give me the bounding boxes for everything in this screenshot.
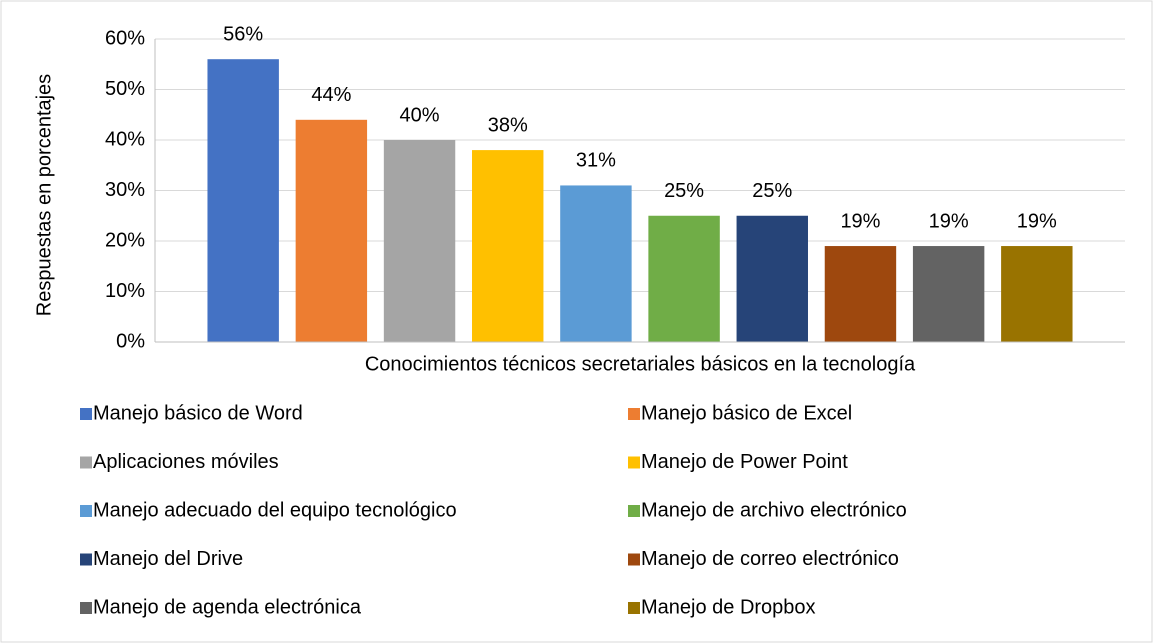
data-label: 25% — [752, 180, 792, 202]
legend-label: Manejo básico de Excel — [641, 402, 852, 424]
y-tick-label: 30% — [105, 179, 145, 201]
data-label: 44% — [311, 84, 351, 106]
legend-label: Manejo de archivo electrónico — [641, 499, 907, 521]
y-tick-label: 0% — [116, 330, 145, 352]
data-label: 25% — [664, 180, 704, 202]
legend-label: Manejo de Dropbox — [641, 596, 816, 618]
legend-swatch — [80, 408, 92, 420]
bar — [824, 246, 897, 342]
y-tick-label: 50% — [105, 78, 145, 100]
data-label: 40% — [400, 104, 440, 126]
y-tick-label: 40% — [105, 128, 145, 150]
legend-swatch — [80, 505, 92, 517]
legend-label: Manejo del Drive — [93, 548, 243, 570]
data-label: 38% — [488, 114, 528, 136]
y-axis-label: Respuestas en porcentajes — [33, 74, 55, 316]
y-tick-label: 20% — [105, 229, 145, 251]
x-tick-label: Conocimientos técnicos secretariales bás… — [365, 353, 916, 375]
legend-swatch — [628, 505, 640, 517]
y-tick-label: 10% — [105, 280, 145, 302]
legend-swatch — [628, 602, 640, 614]
data-label: 56% — [223, 23, 263, 45]
data-label: 31% — [576, 150, 616, 172]
legend-swatch — [80, 553, 92, 566]
legend-swatch — [80, 602, 92, 614]
data-label: 19% — [929, 210, 969, 232]
y-tick-label: 60% — [105, 27, 145, 49]
data-label: 19% — [840, 210, 880, 232]
bar — [295, 119, 368, 342]
legend-swatch — [628, 553, 640, 566]
legend-swatch — [80, 456, 92, 469]
legend-label: Manejo de Power Point — [641, 451, 848, 473]
bar — [912, 246, 985, 342]
legend-label: Manejo básico de Word — [93, 402, 303, 424]
legend-swatch — [628, 408, 640, 420]
legend-label: Aplicaciones móviles — [93, 451, 279, 473]
legend-label: Manejo de correo electrónico — [641, 548, 899, 570]
bar — [472, 150, 544, 342]
bar — [736, 215, 808, 342]
bar — [1001, 246, 1073, 342]
legend-swatch — [628, 456, 640, 469]
bar — [383, 140, 456, 342]
legend-label: Manejo adecuado del equipo tecnológico — [93, 499, 457, 521]
bar — [207, 59, 279, 342]
bar — [648, 215, 720, 342]
data-label: 19% — [1017, 210, 1057, 232]
legend-label: Manejo de agenda electrónica — [93, 596, 362, 618]
bar — [560, 185, 632, 342]
